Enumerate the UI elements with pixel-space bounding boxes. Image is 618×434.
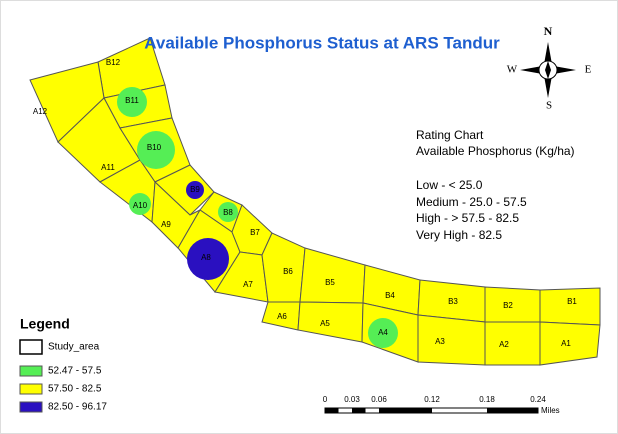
plot-label: A11 <box>101 163 115 172</box>
plot-label: A1 <box>561 339 571 348</box>
circle <box>137 131 175 169</box>
plot-label: A6 <box>277 312 287 321</box>
rating-line: High - > 57.5 - 82.5 <box>416 211 519 225</box>
rating-line: Medium - 25.0 - 57.5 <box>416 195 527 209</box>
plot-label: A9 <box>161 220 171 229</box>
plot-label: A10 <box>133 201 148 210</box>
compass-star <box>545 61 551 79</box>
circle <box>129 193 151 215</box>
legend-swatch <box>19 383 43 395</box>
scale-label: 0.24 <box>530 395 546 404</box>
scale-bar: 0 0.03 0.06 0.12 0.18 0.24 Miles <box>323 395 560 415</box>
plot-label: A5 <box>320 319 330 328</box>
plot-label: A8 <box>201 253 211 262</box>
scale-segment <box>487 408 538 413</box>
plot-label: B12 <box>106 58 121 67</box>
legend-label: 57.50 - 82.5 <box>48 384 102 395</box>
plot-label: B3 <box>448 297 458 306</box>
scale-segment <box>325 408 339 413</box>
compass: N E S W <box>507 24 592 112</box>
scale-unit: Miles <box>541 406 560 415</box>
plot-label: B1 <box>567 297 577 306</box>
plot-label: B6 <box>283 267 293 276</box>
status-circles <box>117 87 398 348</box>
rating-line: Very High - 82.5 <box>416 228 502 242</box>
plot-labels: B12 A12 B11 A11 B10 A10 B9 A9 B8 A8 B7 A7 B6 A6 B5 A5 B4… <box>33 58 578 349</box>
rating-heading: Available Phosphorus (Kg/ha) <box>416 144 575 158</box>
circle <box>368 318 398 348</box>
scale-segment <box>352 408 366 413</box>
plot-label: B9 <box>190 185 200 194</box>
rating-chart: Rating Chart Available Phosphorus (Kg/ha… <box>416 128 575 242</box>
legend-label: 52.47 - 57.5 <box>48 366 102 377</box>
plot <box>417 314 486 366</box>
compass-n: N <box>544 24 553 38</box>
plot <box>539 287 601 326</box>
plot-label: A2 <box>499 340 509 349</box>
circle <box>187 238 229 280</box>
legend: Legend Study_area 52.47 - 57.5 57.50 - 8… <box>19 316 107 413</box>
title: Available Phosphorus Status at ARS Tandu… <box>144 33 500 52</box>
legend-label: Study_area <box>48 342 100 353</box>
circle <box>117 87 147 117</box>
plot-label: A4 <box>378 328 388 337</box>
plot-label: B11 <box>125 96 139 105</box>
legend-label: 82.50 - 96.17 <box>48 402 107 413</box>
compass-s: S <box>546 100 552 112</box>
plot-label: B2 <box>503 301 513 310</box>
plot-label: B5 <box>325 278 335 287</box>
scale-label: 0 <box>323 395 328 404</box>
plot-label: A12 <box>33 107 48 116</box>
plot <box>151 180 202 249</box>
scale-label: 0.12 <box>424 395 440 404</box>
legend-swatch <box>19 365 43 377</box>
plot-label: B7 <box>250 228 260 237</box>
rating-heading: Rating Chart <box>416 128 484 142</box>
compass-w: W <box>507 64 518 76</box>
plot-label: B8 <box>223 208 233 217</box>
scale-label: 0.18 <box>479 395 495 404</box>
legend-swatch <box>19 339 43 355</box>
plot-label: B10 <box>147 143 162 152</box>
plot-label: A7 <box>243 280 253 289</box>
plot-label: B4 <box>385 291 395 300</box>
plot <box>484 321 541 366</box>
scale-label: 0.06 <box>371 395 387 404</box>
plot-label: A3 <box>435 337 445 346</box>
legend-swatch <box>19 401 43 413</box>
plot <box>539 321 601 366</box>
compass-e: E <box>585 64 592 76</box>
circle <box>186 181 204 199</box>
scale-label: 0.03 <box>344 395 360 404</box>
legend-title: Legend <box>20 316 70 332</box>
circle <box>218 202 238 222</box>
scale-segment <box>379 408 432 413</box>
rating-line: Low - < 25.0 <box>416 178 483 192</box>
